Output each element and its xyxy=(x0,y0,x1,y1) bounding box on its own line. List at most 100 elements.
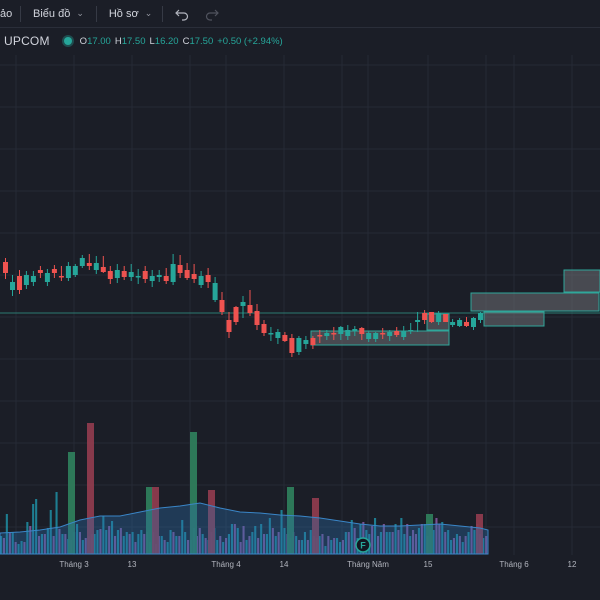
volume-bar xyxy=(96,530,99,554)
volume-bar xyxy=(423,524,426,554)
candle-body xyxy=(107,271,113,279)
volume-bar xyxy=(81,540,84,554)
volume-bar xyxy=(163,540,166,554)
volume-bar xyxy=(119,528,122,554)
candle-body xyxy=(177,265,183,273)
candle-body xyxy=(261,324,267,333)
candle-body xyxy=(429,312,435,322)
volume-bar xyxy=(379,532,382,554)
volume-bar xyxy=(280,510,283,554)
volume-bar xyxy=(277,532,280,554)
candle-body xyxy=(156,275,162,277)
volume-bar xyxy=(40,534,43,554)
candle-body xyxy=(30,276,36,282)
volume-bar xyxy=(58,529,61,554)
undo-icon[interactable] xyxy=(175,0,189,27)
volume-bar xyxy=(452,538,455,554)
volume-bar xyxy=(78,532,81,554)
volume-bar xyxy=(336,538,339,554)
volume-bar xyxy=(184,532,187,554)
candle-body xyxy=(17,276,22,290)
volume-bar xyxy=(417,528,420,554)
volume-bar xyxy=(146,487,153,554)
candle-body xyxy=(254,311,260,325)
candle-body xyxy=(282,335,288,341)
volume-bar xyxy=(377,536,380,554)
x-axis-label: Tháng Năm xyxy=(347,560,389,569)
volume-bar xyxy=(303,532,306,554)
volume-bar xyxy=(435,518,438,554)
volume-bar xyxy=(105,530,108,554)
candle-body xyxy=(240,302,246,306)
volume-bar xyxy=(312,498,319,554)
volume-bar xyxy=(236,528,239,554)
volume-bar xyxy=(61,534,64,554)
chart-menu-button[interactable]: Biểu đồ ⌄ xyxy=(33,0,84,27)
toolbar-divider xyxy=(162,5,164,22)
volume-bar xyxy=(242,526,245,554)
volume-bar xyxy=(0,536,3,554)
candle-body xyxy=(86,263,92,266)
candle-body xyxy=(44,273,50,282)
volume-bar xyxy=(476,514,483,554)
volume-bar xyxy=(268,518,271,554)
candle-body xyxy=(163,276,169,281)
volume-bar xyxy=(318,536,321,554)
volume-bar xyxy=(166,542,169,554)
candle-body xyxy=(205,275,211,282)
volume-bar xyxy=(169,530,172,554)
volume-bar xyxy=(444,532,447,554)
volume-bar xyxy=(400,518,403,554)
volume-bar xyxy=(233,524,236,554)
volume-bar xyxy=(122,536,125,554)
volume-bar xyxy=(84,538,87,554)
x-axis-label: 13 xyxy=(128,560,137,569)
volume-bar xyxy=(125,532,128,554)
volume-bar xyxy=(330,540,333,554)
volume-bar xyxy=(470,526,473,554)
chart-menu-label: Biểu đồ xyxy=(33,7,71,20)
volume-bar xyxy=(2,538,5,554)
volume-bar xyxy=(230,524,233,554)
candle-body xyxy=(247,305,253,313)
volume-bar xyxy=(482,538,485,554)
volume-bar xyxy=(248,536,251,554)
open-label: O xyxy=(79,35,88,47)
candle-body xyxy=(23,275,29,285)
candle-body xyxy=(464,322,469,326)
volume-bar xyxy=(5,514,8,554)
candle-body xyxy=(128,272,134,277)
volume-bar xyxy=(134,542,137,554)
volume-bar xyxy=(128,534,131,554)
candle-body xyxy=(51,269,57,273)
volume-bar xyxy=(251,532,254,554)
volume-bar xyxy=(43,534,46,554)
toolbar-indicators-button[interactable]: ảo xyxy=(0,0,16,27)
volume-bar xyxy=(391,532,394,554)
volume-bar xyxy=(344,532,347,554)
candle-body xyxy=(317,335,323,337)
volume-bar xyxy=(11,532,14,554)
volume-bar xyxy=(257,538,260,554)
volume-bar xyxy=(137,534,140,554)
candle-body xyxy=(359,328,365,334)
profile-menu-label: Hồ sơ xyxy=(108,7,139,20)
volume-bar xyxy=(204,538,207,554)
volume-bar xyxy=(263,534,266,554)
symbol-legend: UPCOM O 17.00 H 17.50 L 16.20 C 17.50 +0.50 … xyxy=(0,32,287,50)
volume-bar xyxy=(111,521,114,554)
volume-bar xyxy=(114,536,117,554)
candle-body xyxy=(268,333,274,335)
volume-bar xyxy=(420,524,423,554)
volume-bar xyxy=(397,530,400,554)
volume-bar xyxy=(327,536,330,554)
profile-menu-button[interactable]: Hồ sơ ⌄ xyxy=(109,0,152,27)
candle-body xyxy=(191,274,197,279)
volume-bar xyxy=(52,536,55,554)
volume-bar xyxy=(385,532,388,554)
candle-body xyxy=(415,320,421,322)
candle-body xyxy=(149,276,155,281)
candle-body xyxy=(450,322,456,325)
volume-bar xyxy=(172,532,175,554)
